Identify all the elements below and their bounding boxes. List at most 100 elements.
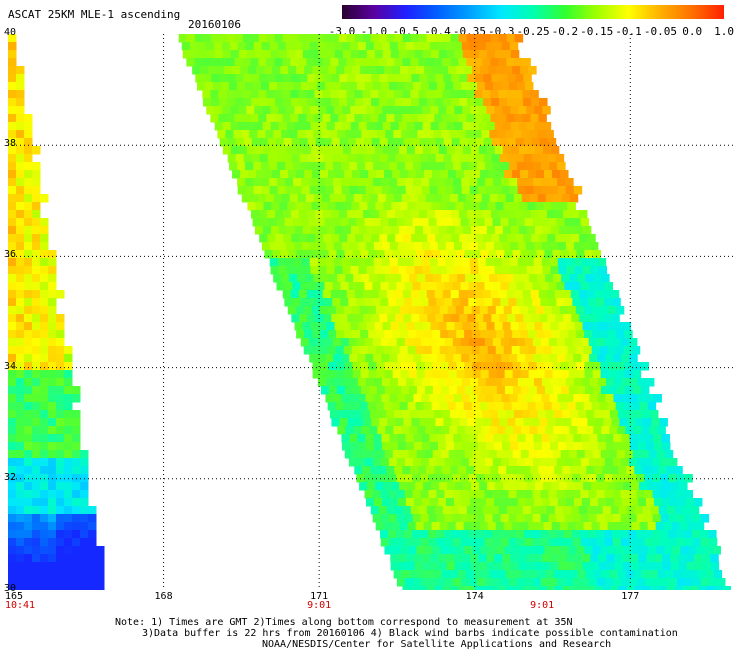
wind-cell [431, 202, 440, 211]
wind-cell [563, 314, 572, 323]
wind-cell [380, 458, 390, 467]
wind-cell [374, 226, 384, 235]
wind-cell [557, 162, 566, 171]
wind-cell [393, 410, 403, 419]
wind-cell [210, 90, 219, 99]
wind-cell [406, 322, 416, 331]
wind-cell [398, 554, 407, 563]
wind-cell [580, 578, 590, 587]
wind-cell [48, 490, 57, 499]
wind-cell [460, 218, 470, 227]
wind-cell [267, 234, 276, 243]
wind-cell [380, 338, 390, 347]
wind-cell [326, 226, 336, 235]
wind-cell [645, 442, 655, 451]
wind-cell [502, 50, 512, 59]
wind-cell [506, 506, 516, 515]
wind-cell [422, 122, 432, 131]
wind-cell [40, 362, 49, 371]
wind-cell [24, 586, 33, 590]
wind-cell [8, 562, 17, 571]
wind-cell [330, 210, 340, 219]
wind-cell [333, 394, 342, 403]
wind-cell [606, 562, 616, 571]
wind-cell [404, 530, 413, 539]
wind-cell [386, 290, 396, 299]
wind-cell [451, 74, 460, 83]
wind-cell [453, 178, 462, 187]
wind-cell [32, 394, 41, 403]
wind-cell [608, 546, 617, 555]
wind-cell [660, 530, 669, 539]
wind-cell [395, 154, 405, 163]
wind-cell [412, 514, 422, 523]
wind-cell [596, 474, 605, 483]
wind-cell [384, 66, 393, 75]
wind-cell [416, 386, 426, 395]
wind-cell [462, 266, 472, 275]
wind-cell [446, 562, 456, 571]
wind-cell [395, 418, 404, 427]
wind-cell [325, 258, 335, 267]
wind-cell [371, 138, 381, 147]
wind-cell [294, 146, 304, 155]
wind-cell [346, 58, 355, 67]
wind-cell [72, 450, 81, 459]
colorbar-label: -0.15 [580, 25, 614, 38]
wind-cell [8, 482, 17, 491]
wind-cell [573, 242, 583, 251]
colorbar-label: -0.1 [615, 25, 642, 38]
wind-cell [336, 250, 345, 259]
wind-cell [226, 114, 235, 123]
wind-cell [572, 282, 581, 291]
wind-cell [417, 410, 427, 419]
wind-cell [510, 146, 520, 155]
wind-cell [579, 314, 588, 323]
wind-cell [663, 482, 672, 491]
wind-cell [542, 106, 551, 115]
wind-cell [461, 258, 471, 267]
wind-cell [586, 466, 595, 475]
wind-cell [465, 410, 475, 419]
wind-cell [490, 586, 499, 590]
wind-cell [349, 242, 359, 251]
wind-cell [394, 90, 403, 99]
wind-cell [358, 266, 368, 275]
wind-cell [576, 546, 585, 555]
wind-cell [537, 410, 547, 419]
wind-cell [334, 50, 344, 59]
wind-cell [581, 258, 591, 267]
wind-cell [56, 506, 65, 515]
wind-cell [309, 178, 318, 187]
wind-cell [408, 66, 417, 75]
wind-cell [210, 58, 219, 67]
wind-cell [408, 170, 417, 179]
wind-cell [593, 274, 602, 283]
wind-cell [624, 362, 633, 371]
wind-cell [572, 218, 582, 227]
wind-cell [602, 290, 612, 299]
wind-cell [497, 410, 507, 419]
wind-cell [305, 194, 315, 203]
wind-cell [407, 482, 416, 491]
wind-cell [289, 194, 299, 203]
wind-cell [312, 330, 321, 339]
wind-cell [264, 250, 273, 259]
wind-cell [399, 346, 409, 355]
wind-cell [631, 482, 640, 491]
wind-cell [24, 138, 33, 147]
wind-cell [389, 498, 399, 507]
wind-cell [293, 242, 303, 251]
wind-cell [358, 226, 368, 235]
wind-cell [334, 106, 343, 115]
latitude-label: 40 [4, 27, 17, 38]
wind-cell [588, 458, 598, 467]
wind-cell [525, 178, 534, 187]
wind-cell [507, 314, 516, 323]
wind-cell [32, 306, 41, 315]
wind-cell [343, 306, 353, 315]
wind-cell [482, 210, 492, 219]
wind-cell [262, 146, 272, 155]
wind-cell [493, 162, 502, 171]
wind-cell [437, 42, 447, 51]
